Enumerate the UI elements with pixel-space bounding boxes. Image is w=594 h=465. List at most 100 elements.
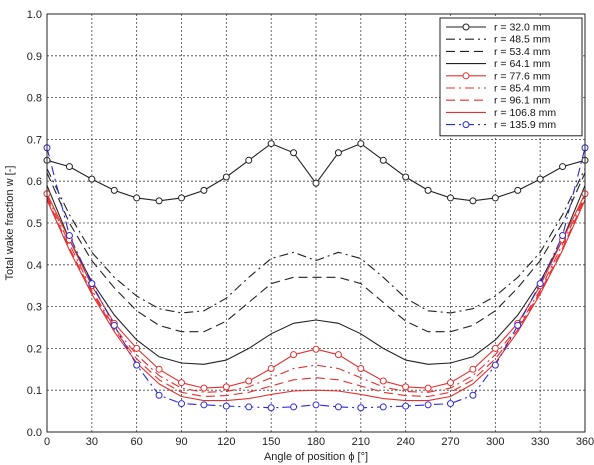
data-point <box>559 232 567 240</box>
data-point <box>469 365 477 373</box>
data-point <box>290 351 298 359</box>
x-tick-label: 360 <box>576 436 594 448</box>
series-line <box>46 168 586 314</box>
y-axis-label: Total wake fraction w [-] <box>4 166 16 281</box>
data-point <box>245 156 253 164</box>
series-3 <box>46 185 586 365</box>
legend-marker <box>462 72 470 80</box>
data-point <box>536 280 544 288</box>
data-point <box>424 384 432 392</box>
x-tick-label: 180 <box>307 436 325 448</box>
series-0 <box>43 140 589 205</box>
x-tick-label: 240 <box>396 436 414 448</box>
data-point <box>536 175 544 183</box>
data-point <box>245 377 253 385</box>
series-1 <box>46 168 586 314</box>
legend-label: r = 106.8 mm <box>494 107 556 119</box>
series-line <box>46 172 586 333</box>
data-point <box>334 149 342 157</box>
data-point <box>491 344 499 352</box>
x-tick-label: 90 <box>175 436 187 448</box>
series-2 <box>46 172 586 333</box>
data-point <box>491 361 499 369</box>
x-tick-label: 60 <box>131 436 143 448</box>
data-point <box>402 402 410 410</box>
data-point <box>334 403 342 411</box>
y-tick-label: 0.9 <box>27 51 42 63</box>
y-tick-labels: 0.0 0.1 0.2 0.3 0.4 0.5 0.6 0.7 0.8 0.9 1.0 <box>27 9 42 439</box>
series-line <box>46 185 586 365</box>
legend-label: r = 64.1 mm <box>494 58 551 70</box>
legend-label: r = 53.4 mm <box>494 46 551 58</box>
data-point <box>88 175 96 183</box>
data-point <box>379 156 387 164</box>
data-point <box>110 321 118 329</box>
y-tick-label: 0.4 <box>27 260 42 272</box>
data-point <box>267 404 275 412</box>
plot-frame <box>46 13 586 433</box>
series-line <box>46 197 586 398</box>
legend-marker <box>462 121 470 129</box>
legend-label: r = 32.0 mm <box>494 22 551 34</box>
data-point <box>424 401 432 409</box>
data-point <box>559 163 567 171</box>
data-point <box>245 403 253 411</box>
legend-marker <box>462 23 470 31</box>
data-point <box>447 194 454 202</box>
legend-label: r = 96.1 mm <box>494 95 551 107</box>
data-point <box>222 173 230 181</box>
data-point <box>424 186 432 194</box>
legend-label: r = 85.4 mm <box>494 83 551 95</box>
data-point <box>447 400 454 408</box>
x-tick-label: 270 <box>441 436 459 448</box>
data-point <box>514 321 522 329</box>
data-point <box>222 402 230 410</box>
data-point <box>469 197 477 205</box>
data-point <box>65 163 73 171</box>
x-tick-labels: 0 30 60 90 120 150 180 210 240 270 300 330 360 <box>44 436 594 448</box>
x-tick-label: 0 <box>44 436 50 448</box>
y-tick-label: 0.3 <box>27 302 42 314</box>
data-point <box>267 140 275 148</box>
data-point <box>65 232 73 240</box>
data-point <box>155 391 163 399</box>
data-point <box>357 364 365 372</box>
y-tick-label: 0.6 <box>27 176 42 188</box>
x-axis-label: Angle of position ϕ [°] <box>264 451 368 463</box>
data-point <box>469 391 477 399</box>
data-point <box>178 194 185 202</box>
data-point <box>402 173 410 181</box>
data-point <box>178 379 185 387</box>
x-tick-label: 210 <box>352 436 370 448</box>
data-point <box>290 149 298 157</box>
series-line <box>46 195 586 393</box>
series-line <box>46 142 586 202</box>
legend-label: r = 77.6 mm <box>494 70 551 82</box>
legend-label: r = 48.5 mm <box>494 34 551 46</box>
data-point <box>312 345 320 353</box>
y-tick-label: 0.8 <box>27 93 42 105</box>
y-tick-label: 0.1 <box>27 385 42 397</box>
legend: r = 32.0 mmr = 48.5 mmr = 53.4 mmr = 64.… <box>439 17 583 137</box>
data-point <box>290 403 298 411</box>
data-point <box>491 194 499 202</box>
x-tick-label: 330 <box>531 436 549 448</box>
data-point <box>133 344 141 352</box>
data-point <box>447 379 454 387</box>
x-tick-label: 120 <box>217 436 235 448</box>
data-point <box>379 403 387 411</box>
series-5 <box>46 195 586 393</box>
data-point <box>133 361 141 369</box>
y-tick-label: 0.5 <box>27 218 42 230</box>
x-tick-label: 300 <box>486 436 504 448</box>
data-point <box>379 377 387 385</box>
data-point <box>110 186 118 194</box>
data-point <box>312 401 320 409</box>
data-point <box>402 383 410 391</box>
data-point <box>334 351 342 359</box>
data-point <box>312 179 320 187</box>
y-tick-label: 0.2 <box>27 343 42 355</box>
data-point <box>155 365 163 373</box>
series-6 <box>46 197 586 398</box>
